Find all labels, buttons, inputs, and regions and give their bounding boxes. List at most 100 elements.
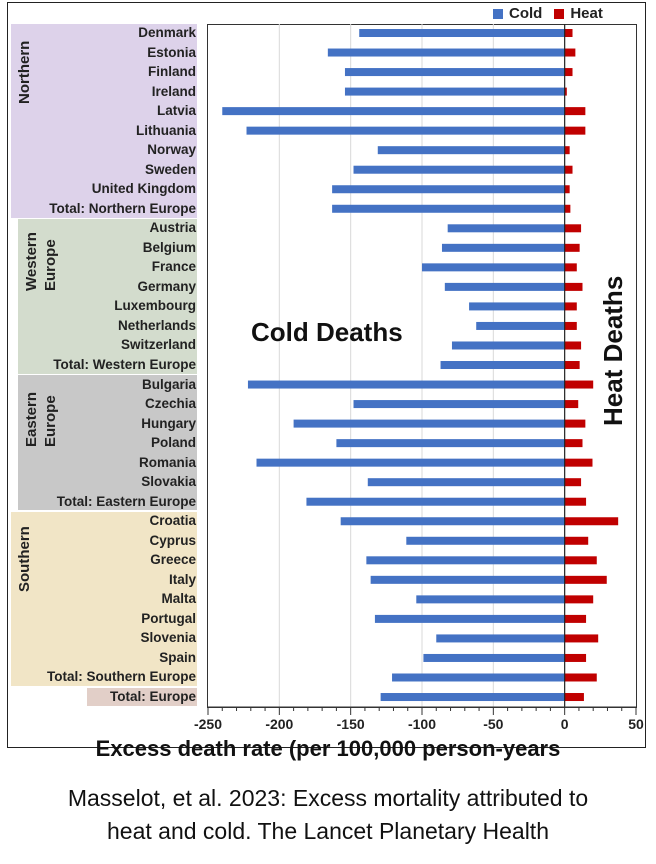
heat-bar — [564, 29, 573, 37]
cold-bar — [256, 458, 565, 467]
category-label: Total: Southern Europe — [47, 669, 196, 685]
region-panel — [87, 687, 197, 706]
category-label: Italy — [168, 571, 196, 587]
figure-frame — [7, 2, 646, 748]
cold-bar — [392, 673, 565, 682]
category-label: Denmark — [138, 25, 196, 40]
heat-bar — [564, 341, 582, 350]
heat-bar — [564, 146, 570, 155]
legend-label-cold: Cold — [509, 5, 543, 22]
cold-bar — [374, 614, 565, 623]
category-label: Hungary — [141, 415, 196, 431]
category-label: Belgium — [142, 239, 196, 255]
cold-bar — [444, 282, 565, 291]
x-tick-label: -150 — [336, 716, 365, 732]
x-tick-label: 50 — [628, 716, 644, 732]
category-label: Total: Western Europe — [53, 357, 196, 372]
cold-bar — [370, 575, 565, 584]
cold-bar — [436, 634, 565, 643]
heat-bar — [564, 419, 586, 428]
cold-bar — [332, 185, 565, 194]
x-tick-label: -250 — [193, 716, 223, 732]
heat-bar — [564, 556, 597, 565]
category-label: Netherlands — [117, 317, 196, 333]
cold-bar — [416, 595, 565, 604]
cold-bar — [406, 536, 565, 545]
heat-bar — [564, 673, 597, 682]
cold-bar — [293, 419, 565, 428]
heat-bar — [564, 517, 619, 526]
cold-bar — [222, 107, 565, 116]
heat-bar — [564, 263, 577, 272]
cold-bar — [476, 321, 565, 330]
cold-bar — [441, 243, 565, 252]
cold-bar — [247, 380, 565, 389]
category-label: Austria — [149, 220, 196, 236]
chart-svg — [207, 24, 637, 715]
x-tick-label: -50 — [483, 716, 504, 732]
category-label: Germany — [137, 278, 196, 294]
x-tick-label: 0 — [560, 716, 569, 732]
category-label: Spain — [159, 649, 196, 665]
category-label: Luxembourg — [114, 298, 196, 314]
category-label: Estonia — [147, 44, 196, 60]
cold-bar — [440, 361, 565, 370]
cold-bar — [306, 497, 565, 506]
heat-bar — [564, 497, 587, 506]
category-label: Cyprus — [149, 532, 196, 548]
cold-deaths-annotation: Cold Deaths — [251, 317, 403, 347]
cold-bar — [353, 400, 565, 409]
cold-bar — [353, 165, 565, 174]
heat-bar — [564, 68, 573, 77]
heat-bar — [564, 126, 586, 135]
cold-bar — [447, 224, 565, 233]
heat-bar — [564, 361, 580, 370]
cold-bar — [332, 204, 565, 213]
category-label: Switzerland — [120, 337, 196, 353]
legend: Cold Heat — [493, 5, 603, 22]
heat-bar — [564, 185, 570, 194]
category-label: Total: Europe — [110, 689, 196, 705]
legend-label-heat: Heat — [570, 5, 603, 22]
heat-bar — [564, 321, 577, 330]
heat-bar — [564, 575, 607, 584]
category-label: Romania — [138, 454, 196, 470]
category-label: Portugal — [141, 610, 196, 626]
heat-bar — [564, 458, 593, 467]
cold-bar — [423, 653, 565, 662]
cold-bar — [469, 302, 565, 311]
category-label: Croatia — [149, 513, 196, 529]
cold-bar — [366, 556, 565, 565]
cold-bar — [344, 68, 565, 77]
heat-bar — [564, 614, 587, 623]
heat-bar — [564, 595, 594, 604]
cold-bar — [367, 478, 565, 487]
legend-swatch-cold — [493, 8, 503, 19]
category-label: France — [151, 259, 196, 275]
legend-swatch-heat — [554, 8, 565, 19]
cold-bar — [340, 517, 565, 526]
region-panel — [18, 219, 197, 374]
caption-line-1: Masselot, et al. 2023: Excess mortality … — [67, 785, 589, 811]
category-label: Poland — [150, 435, 196, 451]
region-panel — [11, 23, 197, 218]
x-tick-label: -200 — [265, 716, 294, 732]
category-label: Malta — [161, 591, 196, 607]
cold-bar — [327, 48, 565, 57]
heat-bar — [564, 87, 567, 96]
cold-bar — [359, 29, 565, 37]
cold-bar — [451, 341, 565, 350]
heat-bar — [564, 693, 584, 702]
heat-bar — [564, 243, 580, 252]
category-label: Czechia — [144, 396, 196, 412]
heat-deaths-annotation: Heat Deaths — [598, 275, 628, 426]
heat-bar — [564, 107, 586, 116]
cold-bar — [422, 263, 565, 272]
x-tick-label: -100 — [407, 716, 437, 732]
heat-bar — [564, 439, 583, 448]
category-label: Greece — [150, 552, 196, 568]
cold-bar — [246, 126, 565, 135]
heat-bar — [564, 302, 577, 311]
category-label: Total: Northern Europe — [49, 200, 196, 216]
heat-bar — [564, 653, 587, 662]
